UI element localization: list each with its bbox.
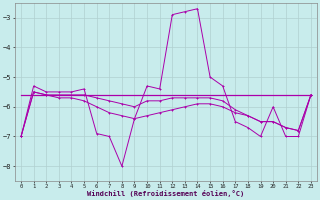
- X-axis label: Windchill (Refroidissement éolien,°C): Windchill (Refroidissement éolien,°C): [87, 190, 244, 197]
